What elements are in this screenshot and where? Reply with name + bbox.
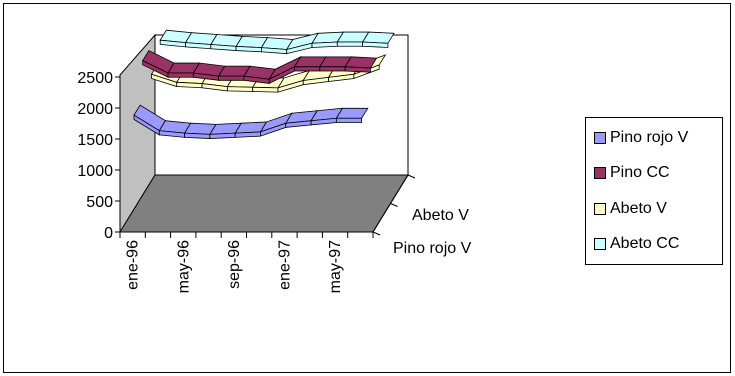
legend-label: Abeto V [610, 200, 667, 217]
legend-label: Pino rojo V [610, 129, 689, 146]
ribbon-face [335, 117, 363, 123]
ribbon-face [176, 81, 203, 89]
ribbon-face [209, 132, 236, 140]
back-wall [154, 34, 409, 176]
x-tick-label: may-97 [327, 240, 344, 293]
ribbon-face [218, 75, 245, 81]
depth-tick [407, 174, 416, 179]
y-tick-label: 2000 [77, 101, 113, 118]
floor [119, 174, 409, 233]
legend-swatch [594, 238, 606, 250]
legend-item-abeto-cc: Abeto CC [594, 234, 679, 254]
ribbon-face [294, 66, 321, 72]
depth-axis-label: Pino rojo V [393, 240, 472, 257]
y-tick-label: 0 [104, 225, 113, 242]
ribbon-face [235, 45, 262, 53]
legend-item-abeto-v: Abeto V [594, 199, 667, 219]
depth-tick [372, 231, 381, 236]
y-tick-label: 1000 [77, 163, 113, 180]
legend-swatch [594, 167, 606, 179]
y-tick-label: 500 [86, 194, 113, 211]
legend-item-pino-cc: Pino CC [594, 163, 670, 183]
series-pino-rojo-v [133, 104, 369, 140]
depth-axis-label: Abeto V [412, 207, 469, 224]
ribbon-face [252, 86, 279, 93]
ribbon-face [226, 86, 254, 92]
y-tick-label: 1500 [77, 132, 113, 149]
legend-swatch [594, 203, 606, 215]
x-tick-label: may-96 [175, 240, 192, 293]
ribbon-face [167, 72, 194, 78]
ribbon-segment [344, 56, 378, 69]
legend: Pino rojo V Pino CC Abeto V Abeto CC [585, 117, 723, 265]
ribbon-face [184, 132, 211, 140]
series-pino-cc [142, 50, 378, 85]
y-tick-label: 2500 [77, 70, 113, 87]
legend-item-pino-rojo-v: Pino rojo V [594, 128, 688, 148]
ribbon-segment [361, 31, 395, 44]
legend-swatch [594, 132, 606, 144]
x-tick-label: ene-96 [125, 240, 142, 290]
series-abeto-cc [159, 29, 395, 55]
legend-label: Abeto CC [610, 235, 680, 252]
legend-label: Pino CC [610, 164, 670, 181]
x-tick-label: ene-97 [276, 240, 293, 290]
ribbon-face [344, 66, 371, 73]
ribbon-face [311, 41, 338, 48]
x-tick-label: sep-96 [226, 240, 243, 289]
ribbon-face [234, 131, 261, 138]
ribbon-face [336, 41, 364, 47]
depth-tick [390, 203, 398, 207]
ribbon-face [362, 41, 389, 48]
ribbon-face [319, 66, 346, 72]
